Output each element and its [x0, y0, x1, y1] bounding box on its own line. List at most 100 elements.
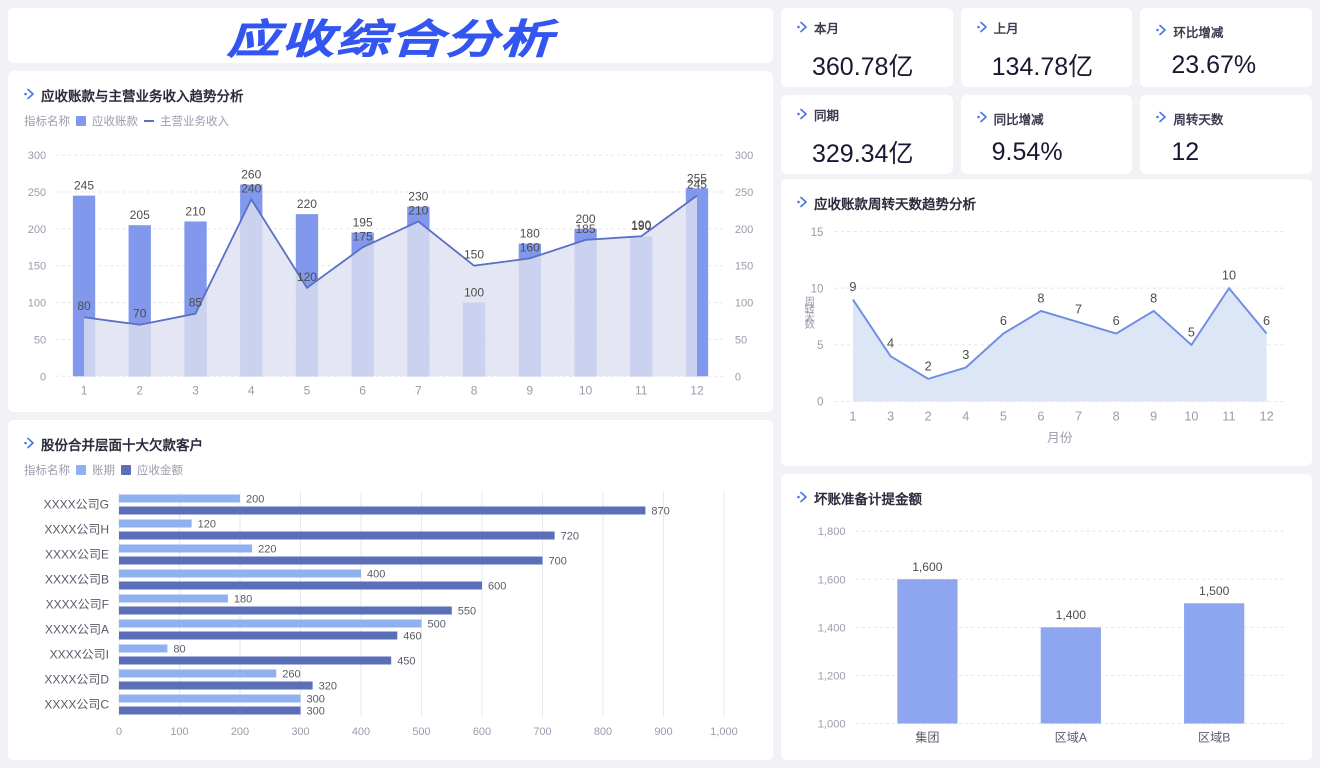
- svg-text:300: 300: [735, 150, 753, 162]
- svg-text:集团: 集团: [915, 729, 939, 744]
- svg-text:900: 900: [654, 726, 672, 738]
- svg-text:120: 120: [198, 518, 216, 530]
- svg-text:1,200: 1,200: [818, 670, 846, 682]
- svg-text:0: 0: [817, 396, 824, 409]
- svg-text:1,600: 1,600: [912, 560, 943, 574]
- svg-text:XXXX公司D: XXXX公司D: [44, 672, 109, 686]
- svg-text:600: 600: [488, 580, 506, 592]
- svg-text:220: 220: [297, 197, 317, 211]
- svg-text:230: 230: [408, 190, 428, 204]
- svg-text:8: 8: [1113, 409, 1120, 424]
- svg-text:550: 550: [458, 605, 476, 617]
- svg-text:0: 0: [40, 371, 46, 383]
- svg-text:1,400: 1,400: [1056, 608, 1087, 622]
- svg-text:210: 210: [408, 203, 428, 217]
- svg-text:月份: 月份: [1047, 430, 1073, 445]
- svg-text:2: 2: [136, 383, 143, 397]
- svg-text:85: 85: [189, 296, 203, 310]
- svg-text:3: 3: [887, 409, 894, 424]
- svg-text:XXXX公司H: XXXX公司H: [44, 522, 109, 536]
- svg-text:15: 15: [811, 226, 824, 239]
- svg-text:180: 180: [234, 593, 252, 605]
- svg-text:8: 8: [1150, 290, 1157, 305]
- svg-text:1: 1: [81, 383, 88, 397]
- svg-text:6: 6: [1000, 313, 1007, 328]
- svg-text:0: 0: [116, 726, 122, 738]
- svg-text:10: 10: [1222, 268, 1236, 283]
- svg-text:1,500: 1,500: [1199, 584, 1230, 598]
- svg-text:70: 70: [133, 307, 147, 321]
- svg-text:205: 205: [130, 208, 150, 222]
- svg-text:200: 200: [735, 224, 753, 236]
- svg-text:7: 7: [1075, 302, 1082, 317]
- svg-text:4: 4: [887, 336, 894, 351]
- svg-text:9: 9: [849, 279, 856, 294]
- svg-text:720: 720: [561, 530, 579, 542]
- svg-text:185: 185: [576, 222, 596, 236]
- svg-text:400: 400: [352, 726, 370, 738]
- svg-text:80: 80: [173, 643, 185, 655]
- svg-text:200: 200: [231, 726, 249, 738]
- svg-text:12: 12: [1260, 409, 1274, 424]
- svg-text:区域B: 区域B: [1198, 730, 1230, 744]
- svg-text:8: 8: [1037, 290, 1044, 305]
- svg-text:5: 5: [817, 339, 823, 352]
- svg-text:5: 5: [1188, 324, 1195, 339]
- svg-text:6: 6: [1113, 313, 1120, 328]
- svg-text:700: 700: [533, 726, 551, 738]
- svg-text:4: 4: [962, 409, 969, 424]
- svg-text:700: 700: [549, 555, 567, 567]
- svg-text:XXXX公司B: XXXX公司B: [45, 572, 109, 586]
- svg-text:175: 175: [353, 229, 373, 243]
- svg-text:0: 0: [735, 371, 741, 383]
- svg-text:2: 2: [925, 358, 932, 373]
- svg-text:300: 300: [28, 150, 46, 162]
- svg-text:11: 11: [1222, 409, 1235, 424]
- svg-text:260: 260: [241, 168, 261, 182]
- svg-text:4: 4: [248, 383, 255, 397]
- svg-text:1,600: 1,600: [818, 574, 846, 586]
- svg-text:245: 245: [687, 178, 707, 192]
- svg-text:100: 100: [170, 726, 188, 738]
- svg-text:150: 150: [464, 248, 484, 262]
- svg-text:260: 260: [282, 668, 300, 680]
- svg-text:160: 160: [520, 240, 540, 254]
- svg-text:区域A: 区域A: [1055, 730, 1088, 744]
- svg-text:250: 250: [28, 187, 46, 199]
- svg-text:150: 150: [28, 261, 46, 273]
- svg-text:1,000: 1,000: [818, 718, 846, 730]
- svg-text:5: 5: [1000, 409, 1007, 424]
- svg-text:100: 100: [735, 298, 753, 310]
- svg-text:190: 190: [631, 218, 651, 232]
- svg-text:1,000: 1,000: [710, 726, 738, 738]
- svg-text:XXXX公司C: XXXX公司C: [44, 697, 109, 711]
- svg-text:XXXX公司I: XXXX公司I: [50, 647, 109, 661]
- svg-text:195: 195: [353, 215, 373, 229]
- svg-text:320: 320: [319, 680, 337, 692]
- svg-text:1,400: 1,400: [818, 622, 846, 634]
- svg-text:220: 220: [258, 543, 276, 555]
- svg-text:300: 300: [291, 726, 309, 738]
- svg-text:10: 10: [811, 282, 824, 295]
- svg-text:6: 6: [359, 383, 366, 397]
- svg-text:6: 6: [1037, 409, 1044, 424]
- svg-text:12: 12: [690, 383, 704, 397]
- svg-text:400: 400: [367, 568, 385, 580]
- svg-text:200: 200: [246, 493, 264, 505]
- svg-text:2: 2: [925, 409, 932, 424]
- svg-text:XXXX公司G: XXXX公司G: [44, 497, 109, 511]
- svg-text:200: 200: [28, 224, 46, 236]
- svg-text:50: 50: [735, 334, 747, 346]
- svg-text:9: 9: [526, 383, 533, 397]
- svg-text:6: 6: [1263, 313, 1270, 328]
- svg-text:1,800: 1,800: [818, 526, 846, 538]
- svg-text:500: 500: [412, 726, 430, 738]
- svg-text:XXXX公司A: XXXX公司A: [45, 622, 109, 636]
- svg-text:800: 800: [594, 726, 612, 738]
- svg-text:80: 80: [77, 299, 91, 313]
- svg-text:245: 245: [74, 179, 94, 193]
- svg-text:300: 300: [307, 693, 325, 705]
- svg-text:180: 180: [520, 227, 540, 241]
- svg-text:3: 3: [962, 347, 969, 362]
- svg-text:450: 450: [397, 655, 415, 667]
